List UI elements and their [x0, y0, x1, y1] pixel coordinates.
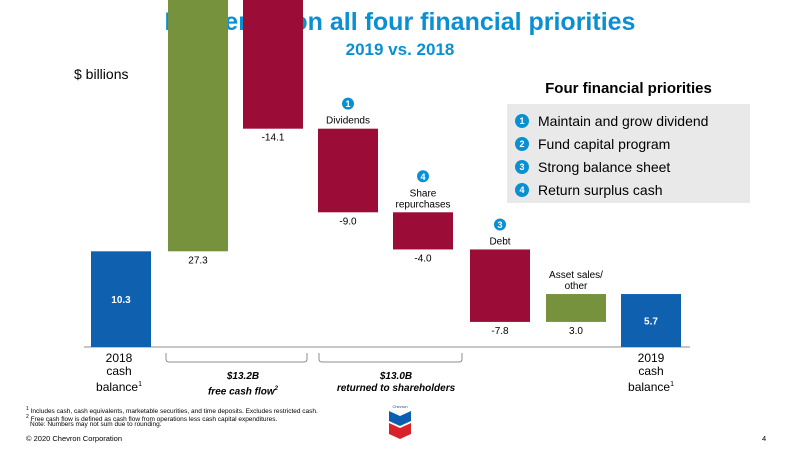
- priority-marker-icon: [417, 170, 429, 183]
- number-2-icon: 2: [515, 137, 529, 151]
- footnote-note: Note: Numbers may not sum due to roundin…: [30, 421, 162, 428]
- data-label: 27.3: [188, 255, 208, 266]
- legend-item: 2 Fund capital program: [515, 133, 670, 155]
- page-subtitle: 2019 vs. 2018: [345, 40, 455, 59]
- shareholder-returns-bracket: [318, 353, 463, 363]
- bar-label: Share: [410, 188, 437, 199]
- data-label: 5.7: [644, 317, 658, 328]
- end-balance-label: 2019 cash balance1: [628, 351, 674, 394]
- data-label: -9.0: [339, 216, 357, 227]
- free-cash-flow-bracket: [165, 353, 308, 363]
- data-label: -14.1: [262, 133, 285, 144]
- bar: [621, 294, 681, 347]
- bar: [546, 294, 606, 322]
- legend-item: 1 Maintain and grow dividend: [515, 110, 708, 132]
- free-cash-flow-label: $13.2B free cash flow2: [207, 371, 279, 398]
- data-label: 3.0: [569, 326, 583, 337]
- footnote-1: 1 Includes cash, cash equivalents, marke…: [26, 406, 318, 416]
- copyright: © 2020 Chevron Corporation: [26, 434, 122, 443]
- legend-item: 3 Strong balance sheet: [515, 156, 670, 178]
- data-label: -7.8: [491, 326, 509, 337]
- priority-marker-icon: [342, 97, 354, 110]
- bar: [243, 0, 303, 129]
- legend-box: 1 Maintain and grow dividend 2 Fund capi…: [507, 104, 750, 203]
- number-4-icon: 4: [515, 183, 529, 197]
- bar-label: repurchases: [395, 199, 450, 210]
- page-number: 4: [762, 434, 767, 443]
- bar: [318, 128, 378, 213]
- bar: [393, 212, 453, 250]
- bar: [470, 249, 530, 322]
- data-label: -4.0: [414, 253, 432, 264]
- legend-item: 4 Return surplus cash: [515, 179, 663, 201]
- data-label: 10.3: [111, 295, 131, 306]
- priority-marker-number: 1: [345, 99, 350, 109]
- units-label: $ billions: [74, 66, 129, 82]
- priority-marker-icon: [494, 218, 506, 231]
- bar-label: Dividends: [326, 116, 370, 127]
- bar: [91, 251, 151, 347]
- shareholder-returns-label: $13.0B returned to shareholders: [336, 371, 456, 394]
- priority-marker-number: 4: [420, 172, 425, 182]
- priority-marker-number: 3: [497, 220, 502, 230]
- legend-title: Four financial priorities: [545, 80, 712, 97]
- bar-label: Asset sales/: [549, 270, 603, 281]
- start-balance-label: 2018 cash balance1: [96, 351, 142, 394]
- bar: [168, 0, 228, 252]
- svg-text:Chevron: Chevron: [392, 404, 407, 409]
- bar-label: Debt: [489, 236, 510, 247]
- footnote-2: 2 Free cash flow is defined as cash flow…: [26, 414, 278, 424]
- number-3-icon: 3: [515, 160, 529, 174]
- chevron-logo: Chevron: [389, 404, 411, 439]
- bar-label: other: [565, 281, 588, 292]
- number-1-icon: 1: [515, 114, 529, 128]
